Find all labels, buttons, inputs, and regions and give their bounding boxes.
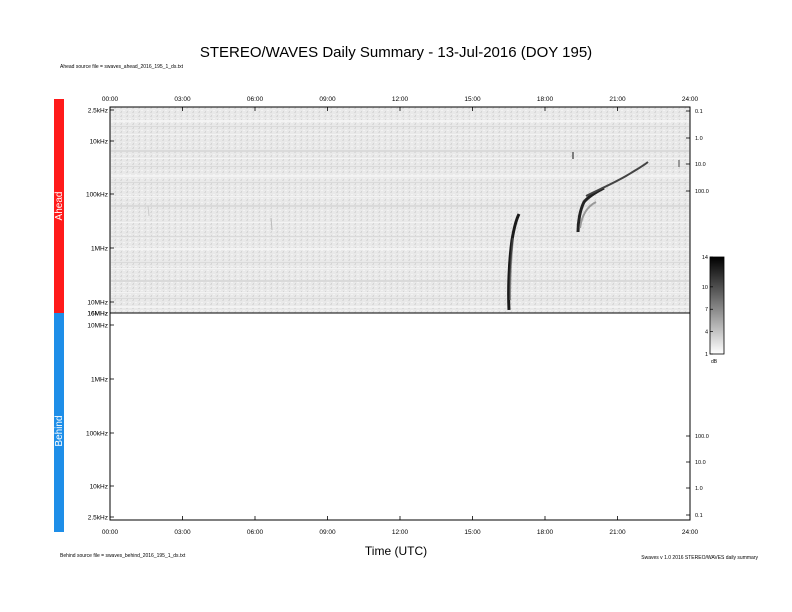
spectral-band <box>111 205 689 207</box>
spectral-band <box>111 158 689 159</box>
burst-type-iii-1-halo <box>509 237 514 301</box>
radio-bursts <box>147 152 680 311</box>
y-tick-label: 2.5kHz <box>88 107 108 114</box>
spectral-band <box>111 126 689 127</box>
y-tick-label: 10kHz <box>90 138 108 145</box>
ahead-source-file: Ahead source file = swaves_ahead_2016_19… <box>60 64 184 70</box>
spectral-band <box>111 222 689 223</box>
spectral-band <box>111 280 689 282</box>
burst-type-iii-2-halo <box>579 201 597 229</box>
colorbar-tick-label: 7 <box>705 307 708 313</box>
spectral-band <box>111 298 689 299</box>
x-tick-label: 00:00 <box>102 529 119 536</box>
x-axis-top: 00:00 03:00 06:00 09:00 12:00 15:00 18:00 21:00… <box>102 96 699 111</box>
spectral-band <box>111 236 689 237</box>
y-tick-label: 10MHz <box>87 322 108 329</box>
x-tick-label: 03:00 <box>174 529 191 536</box>
y-axis-ahead-right: 0.1 1.0 10.0 100.0 <box>686 109 709 195</box>
ahead-label: Ahead <box>54 192 65 221</box>
x-tick-label: 06:00 <box>247 96 264 103</box>
spectral-band <box>111 306 689 308</box>
spectral-band <box>111 134 689 135</box>
spectral-band <box>111 120 689 122</box>
right-tick-label: 1.0 <box>695 136 703 142</box>
x-tick-label: 24:00 <box>682 529 699 536</box>
colorbar-tick-label: 14 <box>702 255 708 261</box>
right-tick-label: 100.0 <box>695 189 709 195</box>
x-tick-label: 09:00 <box>319 529 336 536</box>
spectral-band <box>111 268 689 269</box>
x-tick-label: 12:00 <box>392 96 409 103</box>
y-tick-label: 16MHz <box>87 310 108 317</box>
faint-feature-1 <box>147 205 150 217</box>
x-tick-label: 06:00 <box>247 529 264 536</box>
colorbar-ticks: 14 10 7 4 1 <box>702 255 713 358</box>
behind-frame <box>109 312 691 521</box>
y-tick-label: 10kHz <box>90 483 108 490</box>
faint-feature-2 <box>270 217 273 231</box>
behind-label: Behind <box>54 415 65 446</box>
spectral-band <box>111 150 689 152</box>
ahead-bar <box>54 99 64 313</box>
y-tick-label: 2.5kHz <box>88 514 108 521</box>
x-tick-label: 00:00 <box>102 96 119 103</box>
spectral-band <box>111 175 689 177</box>
y-tick-label: 1MHz <box>91 245 108 252</box>
right-tick-label: 10.0 <box>695 460 706 466</box>
colorbar-tick-label: 4 <box>705 330 708 336</box>
x-tick-label: 09:00 <box>319 96 336 103</box>
y-tick-label: 100kHz <box>86 430 108 437</box>
spectral-bands <box>111 120 689 308</box>
x-tick-label: 21:00 <box>609 529 626 536</box>
y-tick-label: 16MHz <box>87 310 108 317</box>
x-axis-bottom: 00:00 03:00 06:00 09:00 12:00 15:00 18:00 21:00… <box>102 516 699 536</box>
version-text: Swaves v 1.0 2016 STEREO/WAVES daily sum… <box>641 555 758 561</box>
chart-title: STEREO/WAVES Daily Summary - 13-Jul-2016… <box>199 44 593 61</box>
spectral-band <box>111 182 689 183</box>
spectral-band <box>111 262 689 263</box>
colorbar-tick-label: 1 <box>705 352 708 358</box>
right-tick-label: 100.0 <box>695 434 709 440</box>
x-tick-label: 24:00 <box>682 96 699 103</box>
colorbar-unit: dB <box>711 359 718 365</box>
right-tick-label: 1.0 <box>695 486 703 492</box>
x-tick-label: 03:00 <box>174 96 191 103</box>
y-tick-label: 1MHz <box>91 376 108 383</box>
y-tick-label: 10MHz <box>87 299 108 306</box>
y-axis-behind: 16MHz 10MHz 1MHz 100kHz 10kHz 2.5kHz <box>86 310 114 521</box>
behind-bar <box>54 313 64 532</box>
ahead-spectrogram <box>110 107 690 313</box>
y-tick-label: 100kHz <box>86 191 108 198</box>
x-tick-label: 15:00 <box>464 529 481 536</box>
x-tick-label: 12:00 <box>392 529 409 536</box>
x-axis-label: Time (UTC) <box>364 544 428 558</box>
colorbar <box>709 256 725 355</box>
right-tick-label: 0.1 <box>695 109 703 115</box>
x-tick-label: 15:00 <box>464 96 481 103</box>
burst-type-iii-2-tail <box>585 161 649 197</box>
behind-source-file: Behind source file = swaves_behind_2016_… <box>60 553 186 559</box>
x-tick-label: 18:00 <box>537 96 554 103</box>
x-tick-label: 18:00 <box>537 529 554 536</box>
spectral-band <box>111 248 689 250</box>
right-tick-label: 0.1 <box>695 513 703 519</box>
right-tick-label: 10.0 <box>695 162 706 168</box>
spectral-band <box>111 196 689 197</box>
y-axis-behind-right: 100.0 10.0 1.0 0.1 <box>686 434 709 519</box>
spectral-band <box>111 166 689 167</box>
spectral-band <box>111 292 689 293</box>
colorbar-tick-label: 10 <box>702 285 708 291</box>
x-tick-label: 21:00 <box>609 96 626 103</box>
